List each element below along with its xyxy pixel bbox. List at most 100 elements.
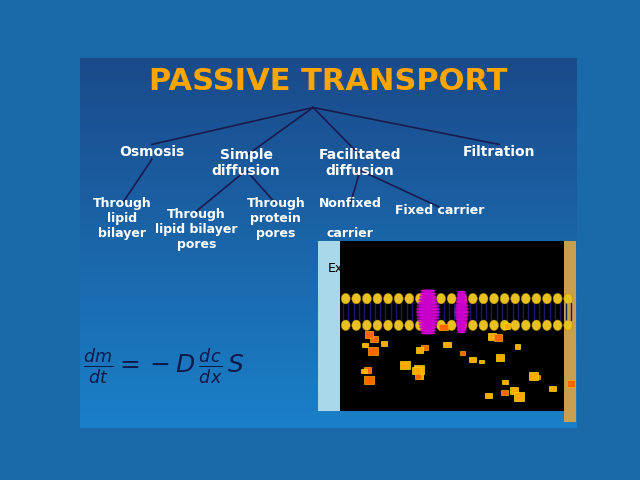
Ellipse shape [454,314,468,316]
FancyBboxPatch shape [362,343,368,347]
Ellipse shape [341,320,350,331]
Ellipse shape [416,313,440,315]
Ellipse shape [479,293,488,304]
Ellipse shape [532,320,541,331]
Ellipse shape [456,302,468,304]
Ellipse shape [456,299,467,301]
Ellipse shape [468,293,477,304]
Ellipse shape [352,320,361,331]
FancyBboxPatch shape [364,367,371,373]
FancyBboxPatch shape [479,360,484,363]
Ellipse shape [457,328,467,330]
Text: Osmosis: Osmosis [119,145,184,159]
FancyBboxPatch shape [340,240,573,410]
Ellipse shape [352,293,361,304]
Ellipse shape [511,293,520,304]
FancyBboxPatch shape [485,393,492,398]
FancyBboxPatch shape [515,344,520,349]
FancyBboxPatch shape [504,323,511,329]
Ellipse shape [415,310,440,312]
Ellipse shape [564,320,573,331]
FancyBboxPatch shape [460,351,465,355]
Ellipse shape [373,293,382,304]
FancyBboxPatch shape [371,336,378,342]
Ellipse shape [418,321,438,323]
Ellipse shape [522,293,531,304]
FancyBboxPatch shape [400,361,410,369]
Ellipse shape [362,320,371,331]
Text: Facilitated
diffusion: Facilitated diffusion [319,148,401,178]
Ellipse shape [417,318,439,320]
Ellipse shape [458,293,467,304]
FancyBboxPatch shape [500,390,508,395]
Ellipse shape [417,304,439,306]
Ellipse shape [455,306,468,308]
Text: Ex: Ex [328,262,343,275]
Ellipse shape [418,301,438,303]
Ellipse shape [454,313,469,315]
Ellipse shape [383,320,392,331]
Ellipse shape [457,292,467,294]
Ellipse shape [457,331,466,333]
FancyBboxPatch shape [318,240,412,410]
Ellipse shape [456,298,467,300]
Ellipse shape [341,293,350,304]
Ellipse shape [417,314,440,317]
Ellipse shape [419,325,437,327]
Ellipse shape [454,310,469,312]
FancyBboxPatch shape [361,369,367,373]
Ellipse shape [500,293,509,304]
Ellipse shape [373,320,382,331]
FancyBboxPatch shape [443,342,451,347]
FancyBboxPatch shape [415,374,421,379]
Text: Through
lipid bilayer
pores: Through lipid bilayer pores [156,208,238,251]
Text: PASSIVE TRANSPORT: PASSIVE TRANSPORT [149,67,507,96]
Text: Nonfixed

carrier: Nonfixed carrier [319,197,381,240]
Ellipse shape [532,293,541,304]
Ellipse shape [420,331,436,333]
FancyBboxPatch shape [364,376,374,384]
Ellipse shape [417,316,440,318]
FancyBboxPatch shape [502,380,508,384]
Ellipse shape [456,320,468,322]
Ellipse shape [426,320,435,331]
FancyBboxPatch shape [529,372,538,381]
Ellipse shape [455,316,468,318]
Ellipse shape [458,320,467,331]
Ellipse shape [468,320,477,331]
FancyBboxPatch shape [550,385,556,391]
Ellipse shape [455,319,468,321]
Ellipse shape [455,303,468,305]
Ellipse shape [456,327,467,329]
Ellipse shape [420,294,436,296]
Ellipse shape [420,332,435,335]
Ellipse shape [383,293,392,304]
Ellipse shape [543,320,552,331]
FancyBboxPatch shape [421,346,428,350]
Text: Through
protein
pores: Through protein pores [246,197,305,240]
Ellipse shape [415,320,424,331]
FancyBboxPatch shape [567,380,575,387]
Ellipse shape [417,319,438,321]
Ellipse shape [456,323,467,325]
Ellipse shape [419,295,437,298]
Ellipse shape [394,320,403,331]
Ellipse shape [456,295,467,297]
Ellipse shape [417,303,438,305]
FancyBboxPatch shape [365,331,372,337]
Ellipse shape [436,320,445,331]
Text: Fixed carrier: Fixed carrier [395,204,484,217]
FancyBboxPatch shape [417,374,422,379]
Ellipse shape [454,309,469,311]
Ellipse shape [457,291,466,293]
Ellipse shape [419,326,437,328]
FancyBboxPatch shape [511,388,517,393]
Ellipse shape [455,305,468,307]
Ellipse shape [457,330,467,332]
Ellipse shape [456,322,468,324]
Ellipse shape [419,299,438,300]
FancyBboxPatch shape [415,347,423,353]
Ellipse shape [455,317,468,319]
Ellipse shape [543,293,552,304]
Ellipse shape [416,309,440,311]
